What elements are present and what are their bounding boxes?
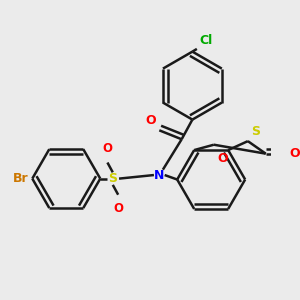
Text: S: S: [251, 124, 260, 138]
Text: S: S: [108, 172, 117, 185]
Text: N: N: [154, 169, 164, 182]
Text: O: O: [289, 147, 300, 160]
Text: Cl: Cl: [200, 34, 213, 47]
Text: O: O: [102, 142, 112, 155]
Text: O: O: [145, 114, 156, 127]
Text: Br: Br: [13, 172, 29, 185]
Text: O: O: [113, 202, 123, 215]
Text: O: O: [218, 152, 228, 165]
